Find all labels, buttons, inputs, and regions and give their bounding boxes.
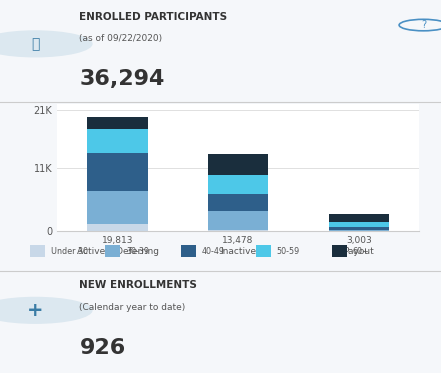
Bar bbox=[87, 129, 148, 153]
Text: NEW ENROLLMENTS: NEW ENROLLMENTS bbox=[79, 280, 197, 290]
Text: 36,294: 36,294 bbox=[79, 69, 165, 90]
Bar bbox=[87, 191, 148, 224]
FancyBboxPatch shape bbox=[256, 245, 271, 257]
Bar bbox=[329, 214, 389, 222]
Text: 60+: 60+ bbox=[352, 247, 369, 256]
Text: ENROLLED PARTICIPANTS: ENROLLED PARTICIPANTS bbox=[79, 12, 228, 22]
Bar bbox=[87, 224, 148, 231]
Text: 50-59: 50-59 bbox=[277, 247, 300, 256]
FancyBboxPatch shape bbox=[332, 245, 347, 257]
Text: Under 30: Under 30 bbox=[51, 247, 88, 256]
Text: 926: 926 bbox=[79, 338, 126, 358]
FancyBboxPatch shape bbox=[105, 245, 120, 257]
Text: +: + bbox=[27, 301, 44, 320]
Bar bbox=[329, 222, 389, 227]
Bar bbox=[87, 153, 148, 191]
Text: (as of 09/22/2020): (as of 09/22/2020) bbox=[79, 34, 162, 43]
FancyBboxPatch shape bbox=[181, 245, 196, 257]
FancyBboxPatch shape bbox=[30, 245, 45, 257]
Text: (Calendar year to date): (Calendar year to date) bbox=[79, 303, 186, 312]
Bar bbox=[329, 230, 389, 231]
Text: 40-49: 40-49 bbox=[202, 247, 224, 256]
Bar bbox=[208, 194, 268, 211]
Bar bbox=[87, 117, 148, 129]
Bar bbox=[208, 175, 268, 194]
Bar bbox=[208, 229, 268, 231]
Text: 30-39: 30-39 bbox=[126, 247, 149, 256]
Bar bbox=[329, 227, 389, 230]
Bar bbox=[208, 154, 268, 175]
Circle shape bbox=[0, 30, 93, 57]
Circle shape bbox=[0, 297, 93, 324]
Bar bbox=[208, 211, 268, 229]
Text: 👤: 👤 bbox=[31, 37, 39, 51]
Text: ?: ? bbox=[421, 20, 426, 30]
